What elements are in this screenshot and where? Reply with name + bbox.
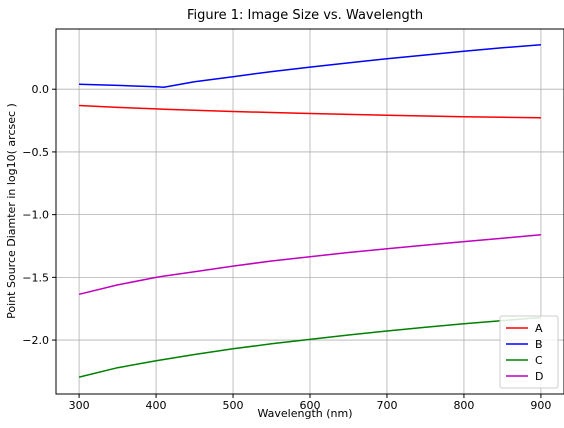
legend-label-a: A [535,322,543,335]
y-tick-label: 0.0 [32,83,50,96]
legend-label-d: D [535,370,543,383]
series-lines [78,43,541,378]
x-tick-label: 300 [69,399,90,412]
grid [56,29,564,394]
x-tick-label: 800 [453,399,474,412]
y-axis-label: Point Source Diamter in log10( arcsec ) [5,103,18,319]
y-tick-label: −1.5 [22,271,49,284]
y-tick-label: −0.5 [22,146,49,159]
legend-label-c: C [535,354,543,367]
y-tick-label: −1.0 [22,209,49,222]
x-tick-label: 900 [530,399,551,412]
x-tick-label: 600 [300,399,321,412]
x-tick-label: 700 [376,399,397,412]
legend-box [499,315,559,389]
legend-label-b: B [535,338,543,351]
series-line-c [78,316,541,378]
y-tick-label: −2.0 [22,334,49,347]
x-tick-label: 400 [146,399,167,412]
x-axis-ticks: 300 400 500 600 700 800 900 [69,394,551,412]
series-line-b [79,43,541,89]
series-line-a [79,104,541,119]
y-axis-ticks: 0.0 −0.5 −1.0 −1.5 −2.0 [22,83,56,347]
x-axis-label: Wavelength (nm) [257,407,352,420]
chart-title: Figure 1: Image Size vs. Wavelength [187,8,423,23]
x-tick-label: 500 [223,399,244,412]
series-line-d [78,233,541,296]
